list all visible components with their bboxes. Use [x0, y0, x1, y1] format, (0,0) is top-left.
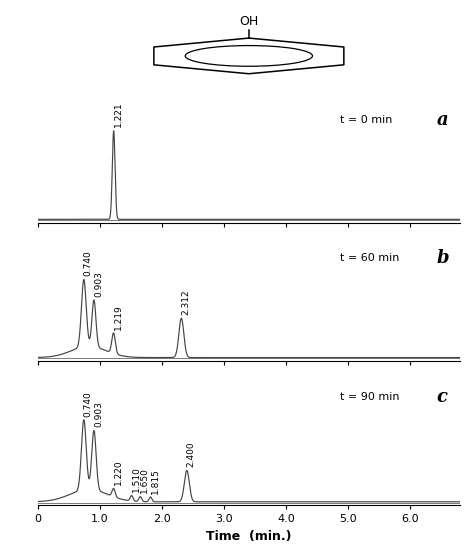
X-axis label: Time  (min.): Time (min.): [206, 530, 292, 542]
Text: 2.312: 2.312: [182, 289, 191, 315]
Text: 1.650: 1.650: [140, 467, 149, 494]
Text: t = 90 min: t = 90 min: [339, 392, 399, 402]
Text: 0.740: 0.740: [84, 391, 93, 417]
Text: 2.400: 2.400: [187, 441, 196, 467]
Text: 0.903: 0.903: [94, 271, 103, 297]
Text: b: b: [437, 249, 449, 267]
Text: 0.740: 0.740: [84, 251, 93, 276]
Text: t = 0 min: t = 0 min: [339, 115, 392, 125]
Text: 1.219: 1.219: [114, 304, 123, 330]
Text: 1.815: 1.815: [151, 468, 160, 494]
Text: 1.510: 1.510: [132, 467, 141, 492]
Text: c: c: [437, 388, 447, 406]
Text: OH: OH: [239, 15, 258, 28]
Text: 0.903: 0.903: [94, 401, 103, 427]
Text: t = 60 min: t = 60 min: [339, 253, 399, 263]
Text: 1.221: 1.221: [114, 102, 123, 127]
Text: a: a: [437, 111, 448, 129]
Text: 1.220: 1.220: [114, 460, 123, 485]
